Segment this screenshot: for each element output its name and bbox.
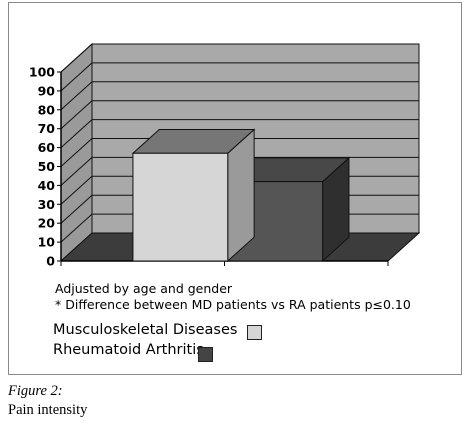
y-tick-label-80: 80 bbox=[38, 102, 56, 117]
y-tick-label-50: 50 bbox=[38, 159, 56, 174]
y-tick-label-100: 100 bbox=[29, 65, 55, 80]
y-tick-label-70: 70 bbox=[38, 121, 56, 136]
chart-note-significance: * Difference between MD patients vs RA p… bbox=[55, 297, 411, 312]
chart-note-adjusted: Adjusted by age and gender bbox=[55, 281, 233, 296]
y-tick-label-90: 90 bbox=[38, 83, 56, 98]
bar-musculoskeletal bbox=[131, 128, 256, 263]
gridline-80 bbox=[60, 81, 419, 111]
y-tick-label-40: 40 bbox=[38, 178, 56, 193]
legend-swatch-musculoskeletal bbox=[247, 325, 262, 340]
legend-item-musculoskeletal: Musculoskeletal Diseases bbox=[53, 322, 237, 338]
figure-label: Figure 2: bbox=[8, 383, 63, 399]
y-axis-ticks: 0 10 20 30 40 50 60 70 80 90 100 bbox=[29, 65, 389, 269]
gridline-50 bbox=[60, 138, 419, 167]
y-tick-label-30: 30 bbox=[38, 197, 56, 212]
legend-swatch-rheumatoid bbox=[198, 347, 213, 362]
gridline-70 bbox=[60, 100, 419, 130]
legend-item-rheumatoid: Rheumatoid Arthritis bbox=[53, 342, 204, 358]
y-tick-label-60: 60 bbox=[38, 140, 56, 155]
gridline-90 bbox=[60, 62, 419, 92]
gridline-100 bbox=[60, 43, 419, 73]
gridline-60 bbox=[60, 119, 419, 148]
bar-musculoskeletal-front bbox=[132, 152, 229, 262]
bars bbox=[131, 128, 351, 263]
legend-label-rheumatoid: Rheumatoid Arthritis bbox=[53, 342, 204, 358]
y-tick-label-20: 20 bbox=[38, 216, 56, 231]
y-tick-label-0: 0 bbox=[46, 254, 55, 269]
figure-caption: Pain intensity bbox=[8, 402, 88, 418]
y-tick-label-10: 10 bbox=[38, 235, 56, 250]
legend-label-musculoskeletal: Musculoskeletal Diseases bbox=[53, 322, 238, 338]
significance-note-text: * Difference between MD patients vs RA p… bbox=[55, 297, 411, 312]
